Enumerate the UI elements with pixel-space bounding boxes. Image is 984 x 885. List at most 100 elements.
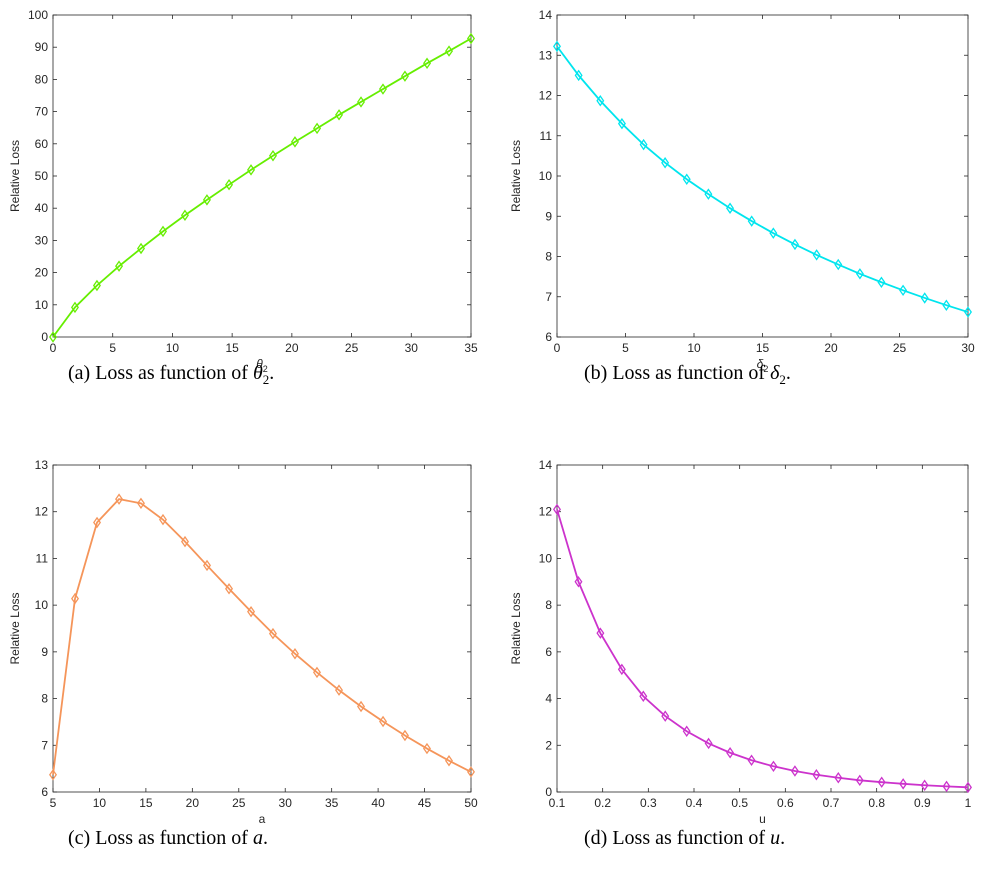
data-point-marker bbox=[682, 173, 691, 185]
caption-b-text: (b) Loss as function of bbox=[584, 362, 771, 384]
x-tick-label: 20 bbox=[285, 341, 299, 355]
data-point-marker bbox=[422, 742, 431, 755]
caption-a-var: θ bbox=[252, 362, 263, 384]
data-point-marker bbox=[790, 238, 799, 251]
x-tick-label: 5 bbox=[622, 341, 629, 355]
data-point-marker bbox=[225, 583, 234, 595]
data-point-marker bbox=[661, 710, 670, 722]
x-tick-label: 5 bbox=[50, 796, 57, 810]
data-point-marker bbox=[202, 194, 211, 206]
data-point-marker bbox=[682, 725, 691, 738]
x-tick-label: 0 bbox=[554, 341, 561, 355]
caption-c: (c) Loss as function of a. bbox=[68, 827, 268, 853]
y-tick-label: 2 bbox=[545, 738, 552, 752]
data-point-marker bbox=[137, 242, 146, 255]
data-point-marker bbox=[335, 684, 343, 696]
data-point-marker bbox=[312, 666, 321, 679]
data-point-marker bbox=[769, 760, 778, 773]
data-point-marker bbox=[574, 576, 583, 588]
series-line bbox=[52, 498, 472, 775]
chart-d-svg: 0.1 0.2 0.3 0.4 0.5 0.6 0.7 0.8 0.9 102468101214u… bbox=[509, 458, 972, 826]
x-axis-label: θ2 bbox=[256, 357, 268, 374]
data-point-marker bbox=[617, 117, 626, 130]
data-point-marker bbox=[704, 737, 713, 750]
data-point-marker bbox=[444, 754, 453, 767]
data-point-marker bbox=[400, 70, 409, 82]
y-tick-label: 100 bbox=[28, 8, 48, 22]
x-tick-label: 0.8 bbox=[868, 796, 885, 810]
data-point-marker bbox=[357, 700, 366, 713]
series-line bbox=[556, 45, 969, 313]
data-point-marker bbox=[445, 45, 454, 57]
x-tick-label: 25 bbox=[893, 341, 907, 355]
x-tick-label: 0.7 bbox=[823, 796, 840, 810]
y-tick-label: 80 bbox=[35, 72, 49, 86]
y-tick-label: 7 bbox=[41, 738, 48, 752]
y-tick-label: 10 bbox=[539, 169, 553, 183]
caption-d-text: (d) Loss as function of bbox=[584, 827, 771, 849]
data-point-marker bbox=[400, 729, 409, 742]
data-point-marker bbox=[639, 138, 648, 151]
data-point-marker bbox=[661, 156, 670, 169]
data-point-marker bbox=[181, 535, 189, 548]
x-tick-label: 20 bbox=[186, 796, 200, 810]
plot-frame bbox=[556, 464, 969, 793]
chart-panel-c: 5 10 15 20 25 30 35 40 45 50 6 7 8 9 10 11 12 13 a Relative… bbox=[0, 440, 492, 885]
data-point-marker bbox=[247, 164, 256, 176]
data-point-marker bbox=[574, 69, 583, 82]
chart-b-svg: 0 5 10 15 20 25 30 6 7 8 9 10 11 12 13 14 δ2 Relative Los… bbox=[509, 8, 975, 374]
caption-c-text: (c) Loss as function of bbox=[68, 827, 253, 849]
data-point-marker bbox=[855, 268, 864, 280]
x-tick-label: 0.1 bbox=[549, 796, 566, 810]
x-tick-label: 10 bbox=[687, 341, 701, 355]
data-point-marker bbox=[115, 260, 124, 272]
plot-frame bbox=[556, 14, 969, 338]
y-tick-label: 10 bbox=[35, 598, 49, 612]
caption-b-suffix: . bbox=[785, 362, 791, 384]
x-tick-label: 15 bbox=[225, 341, 239, 355]
data-point-marker bbox=[268, 149, 277, 162]
x-tick-label: 0 bbox=[50, 341, 57, 355]
data-point-marker bbox=[357, 96, 365, 108]
data-point-marker bbox=[203, 559, 212, 572]
data-point-marker bbox=[639, 690, 648, 702]
data-point-marker bbox=[379, 715, 388, 728]
y-tick-label: 40 bbox=[35, 201, 49, 215]
data-point-marker bbox=[136, 497, 145, 510]
data-point-marker bbox=[704, 188, 713, 200]
y-tick-label: 11 bbox=[540, 129, 553, 143]
x-tick-label: 25 bbox=[345, 341, 359, 355]
y-tick-label: 90 bbox=[35, 40, 49, 54]
x-tick-label: 15 bbox=[756, 341, 770, 355]
x-tick-label: 45 bbox=[418, 796, 432, 810]
data-point-marker bbox=[70, 301, 79, 314]
caption-c-var: a bbox=[252, 827, 263, 849]
x-tick-label: 0.9 bbox=[914, 796, 931, 810]
chart-a-svg: 0 5 10 15 20 25 30 35 0 10 20 30 40 50 60 70 80 90 100 θ2 Re… bbox=[8, 8, 478, 374]
x-tick-label: 20 bbox=[824, 341, 838, 355]
data-point-marker bbox=[49, 331, 57, 343]
data-point-marker bbox=[920, 292, 929, 304]
x-tick-label: 50 bbox=[464, 796, 478, 810]
caption-a-suffix: . bbox=[269, 362, 275, 384]
data-point-marker bbox=[877, 276, 886, 288]
data-point-marker bbox=[834, 772, 843, 784]
x-tick-label: 0.2 bbox=[594, 796, 611, 810]
x-tick-label: 40 bbox=[371, 796, 385, 810]
x-tick-label: 35 bbox=[325, 796, 339, 810]
data-point-marker bbox=[617, 663, 626, 676]
chart-panel-d: 0.1 0.2 0.3 0.4 0.5 0.6 0.7 0.8 0.9 1 0 2 4 6 8 10 12 14 u… bbox=[492, 440, 984, 885]
data-point-marker bbox=[899, 284, 908, 297]
data-point-marker bbox=[920, 779, 929, 791]
x-axis-label: δ2 bbox=[757, 357, 769, 374]
data-point-marker bbox=[747, 754, 756, 766]
data-point-marker bbox=[180, 209, 189, 222]
data-point-marker bbox=[158, 513, 167, 526]
x-tick-label: 25 bbox=[232, 796, 246, 810]
data-point-marker bbox=[423, 57, 432, 70]
data-point-marker bbox=[93, 516, 102, 529]
data-point-marker bbox=[159, 225, 167, 238]
x-axis-label: a bbox=[259, 812, 266, 826]
y-tick-label: 11 bbox=[36, 551, 49, 565]
data-point-marker bbox=[71, 592, 80, 605]
